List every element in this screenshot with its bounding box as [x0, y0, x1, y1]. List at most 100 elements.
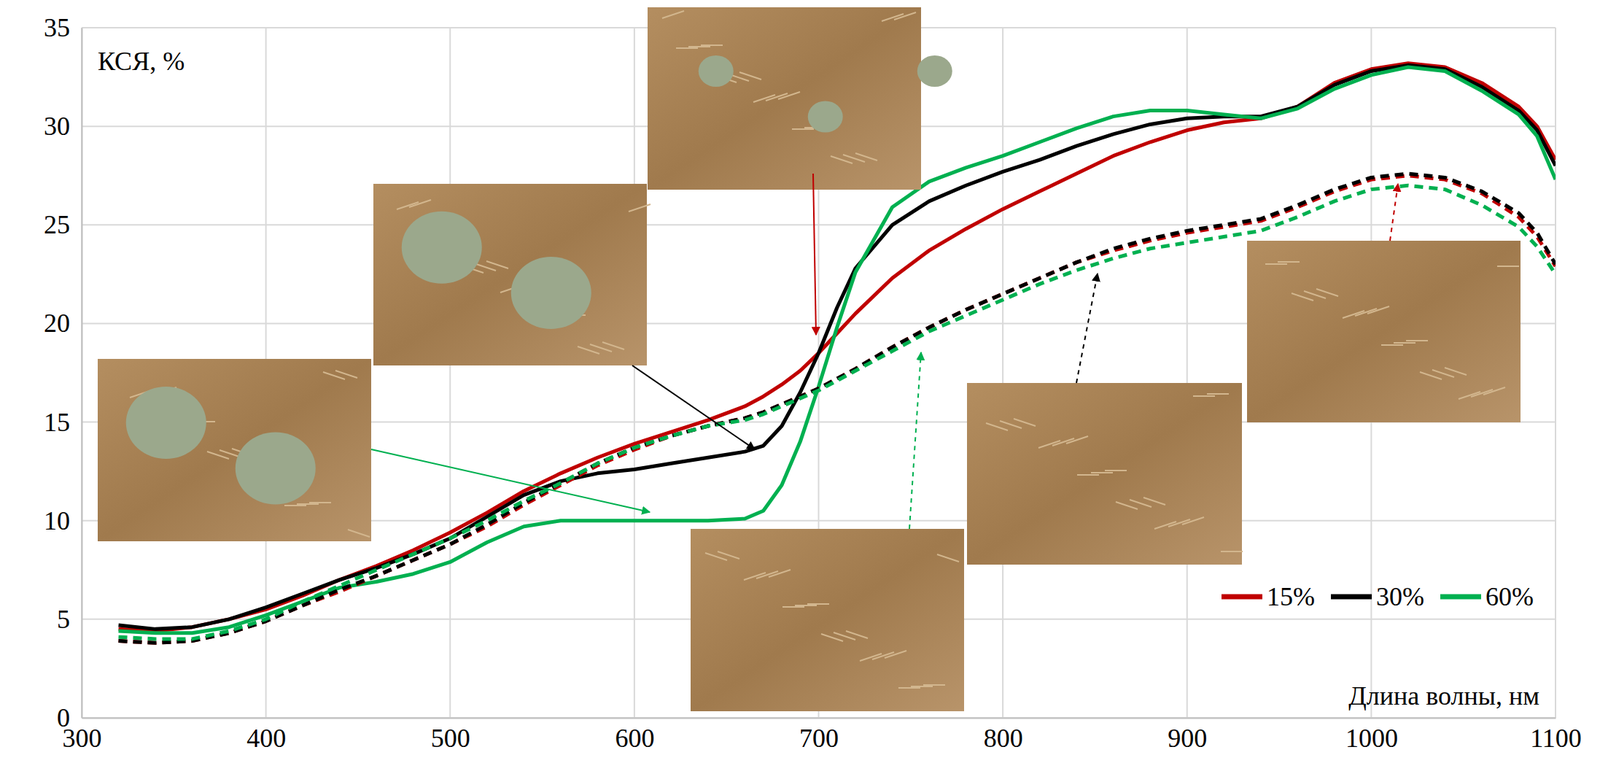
- photo-straw: [602, 342, 625, 350]
- photo-straw: [1104, 469, 1127, 472]
- y-tick-label: 30: [43, 111, 71, 141]
- y-tick: 30: [43, 111, 82, 141]
- photo-straw: [898, 686, 921, 689]
- photo-straw: [662, 10, 685, 19]
- photo: [647, 7, 953, 190]
- photo-straw: [1291, 293, 1314, 301]
- photo-straw: [1143, 497, 1166, 505]
- photo-straw: [743, 572, 766, 580]
- grid: [81, 27, 1556, 718]
- photo-straw: [1013, 418, 1036, 426]
- photo-straw: [1497, 265, 1520, 267]
- photo-straw: [923, 684, 946, 686]
- photo-straw: [1277, 261, 1300, 263]
- photo-straw: [323, 371, 345, 380]
- legend-entry: 15%: [1221, 581, 1315, 612]
- photo-straw: [474, 263, 496, 271]
- grid-line-x: [633, 27, 636, 718]
- photo-shrub: [511, 256, 592, 329]
- photo-straw: [1381, 344, 1404, 346]
- y-tick-label: 20: [43, 308, 71, 338]
- grid-line-x: [449, 27, 451, 718]
- y-tick-label: 35: [43, 13, 71, 43]
- x-tick: 1000: [1345, 717, 1398, 753]
- legend: 15% 30% 60%: [1221, 581, 1534, 612]
- photo: [97, 358, 372, 542]
- y-tick-label: 5: [56, 604, 71, 634]
- legend-entry: 30%: [1330, 581, 1425, 612]
- x-tick: 600: [614, 717, 655, 753]
- photo-straw: [284, 504, 307, 507]
- photo-straw: [296, 503, 319, 505]
- arrows: [371, 173, 1398, 529]
- photo-straw: [309, 501, 332, 504]
- y-tick: 5: [56, 604, 82, 634]
- x-tick-label: 1000: [1345, 723, 1398, 753]
- photo-straw: [1458, 391, 1481, 399]
- photo-ground: [373, 183, 647, 366]
- photo-ground: [690, 528, 965, 712]
- photo-straw: [1432, 369, 1455, 378]
- photo-straw: [628, 204, 651, 212]
- legend-label: 60%: [1485, 581, 1534, 612]
- y-tick: 25: [43, 210, 82, 240]
- photo-straw: [1303, 290, 1326, 299]
- photo-straw: [1038, 440, 1061, 448]
- photo-straw: [1220, 550, 1243, 553]
- grid-line-x: [80, 27, 83, 718]
- photo-shrub: [698, 55, 734, 87]
- photo-straw: [676, 47, 698, 49]
- x-tick-label: 1100: [1529, 723, 1582, 753]
- x-tick: 400: [246, 717, 286, 753]
- x-tick-label: 400: [246, 723, 286, 753]
- x-tick: 1100: [1529, 717, 1582, 753]
- x-tick-label: 800: [983, 723, 1024, 753]
- arrow: [632, 365, 755, 450]
- photo: [967, 382, 1243, 565]
- photo-straw: [1419, 371, 1442, 380]
- photo-ground: [967, 382, 1242, 565]
- y-tick: 15: [43, 407, 82, 437]
- photo-straw: [207, 451, 229, 459]
- photo-straw: [1316, 288, 1339, 297]
- arrow: [371, 449, 650, 512]
- y-axis: 05101520253035: [43, 13, 83, 733]
- arrow: [1389, 183, 1398, 241]
- legend-entry: 60%: [1440, 581, 1534, 612]
- photo-straw: [1090, 471, 1113, 474]
- legend-label: 30%: [1376, 581, 1425, 612]
- photo-straw: [782, 606, 805, 608]
- photo-straw: [881, 13, 904, 22]
- x-tick: 700: [799, 717, 839, 753]
- y-tick: 0: [56, 703, 82, 733]
- grid-line-y: [81, 716, 1556, 719]
- photo: [373, 183, 651, 366]
- photo-straw: [985, 422, 1008, 431]
- y-tick: 20: [43, 308, 82, 338]
- photo-straw: [910, 685, 933, 687]
- photo: [690, 528, 965, 712]
- y-tick: 35: [43, 13, 82, 43]
- photo-straw: [937, 554, 959, 562]
- photo-straw: [859, 653, 882, 661]
- axis-line: [81, 28, 84, 719]
- photo-straw: [1077, 474, 1099, 476]
- legend-swatch: [1440, 594, 1482, 600]
- legend-label: 15%: [1266, 581, 1315, 612]
- photo-straw: [1444, 367, 1467, 375]
- x-tick: 500: [430, 717, 471, 753]
- legend-swatch: [1221, 594, 1263, 600]
- y-tick-label: 15: [43, 407, 71, 437]
- photo-straw: [1406, 339, 1428, 342]
- grid-line-x: [1554, 27, 1557, 718]
- photo-straw: [794, 604, 817, 607]
- photo-shrub: [808, 100, 844, 132]
- photo-straw: [1342, 310, 1365, 318]
- x-tick-label: 700: [799, 723, 839, 753]
- photo-straw: [753, 94, 776, 103]
- x-axis-title: Длина волны, нм: [1348, 681, 1540, 711]
- x-axis: 30040050060070080090010001100: [62, 717, 1582, 753]
- photo-straw: [1206, 393, 1229, 395]
- photo-straw: [999, 420, 1022, 429]
- plot: 3004005006007008009001000110005101520253…: [43, 13, 1582, 753]
